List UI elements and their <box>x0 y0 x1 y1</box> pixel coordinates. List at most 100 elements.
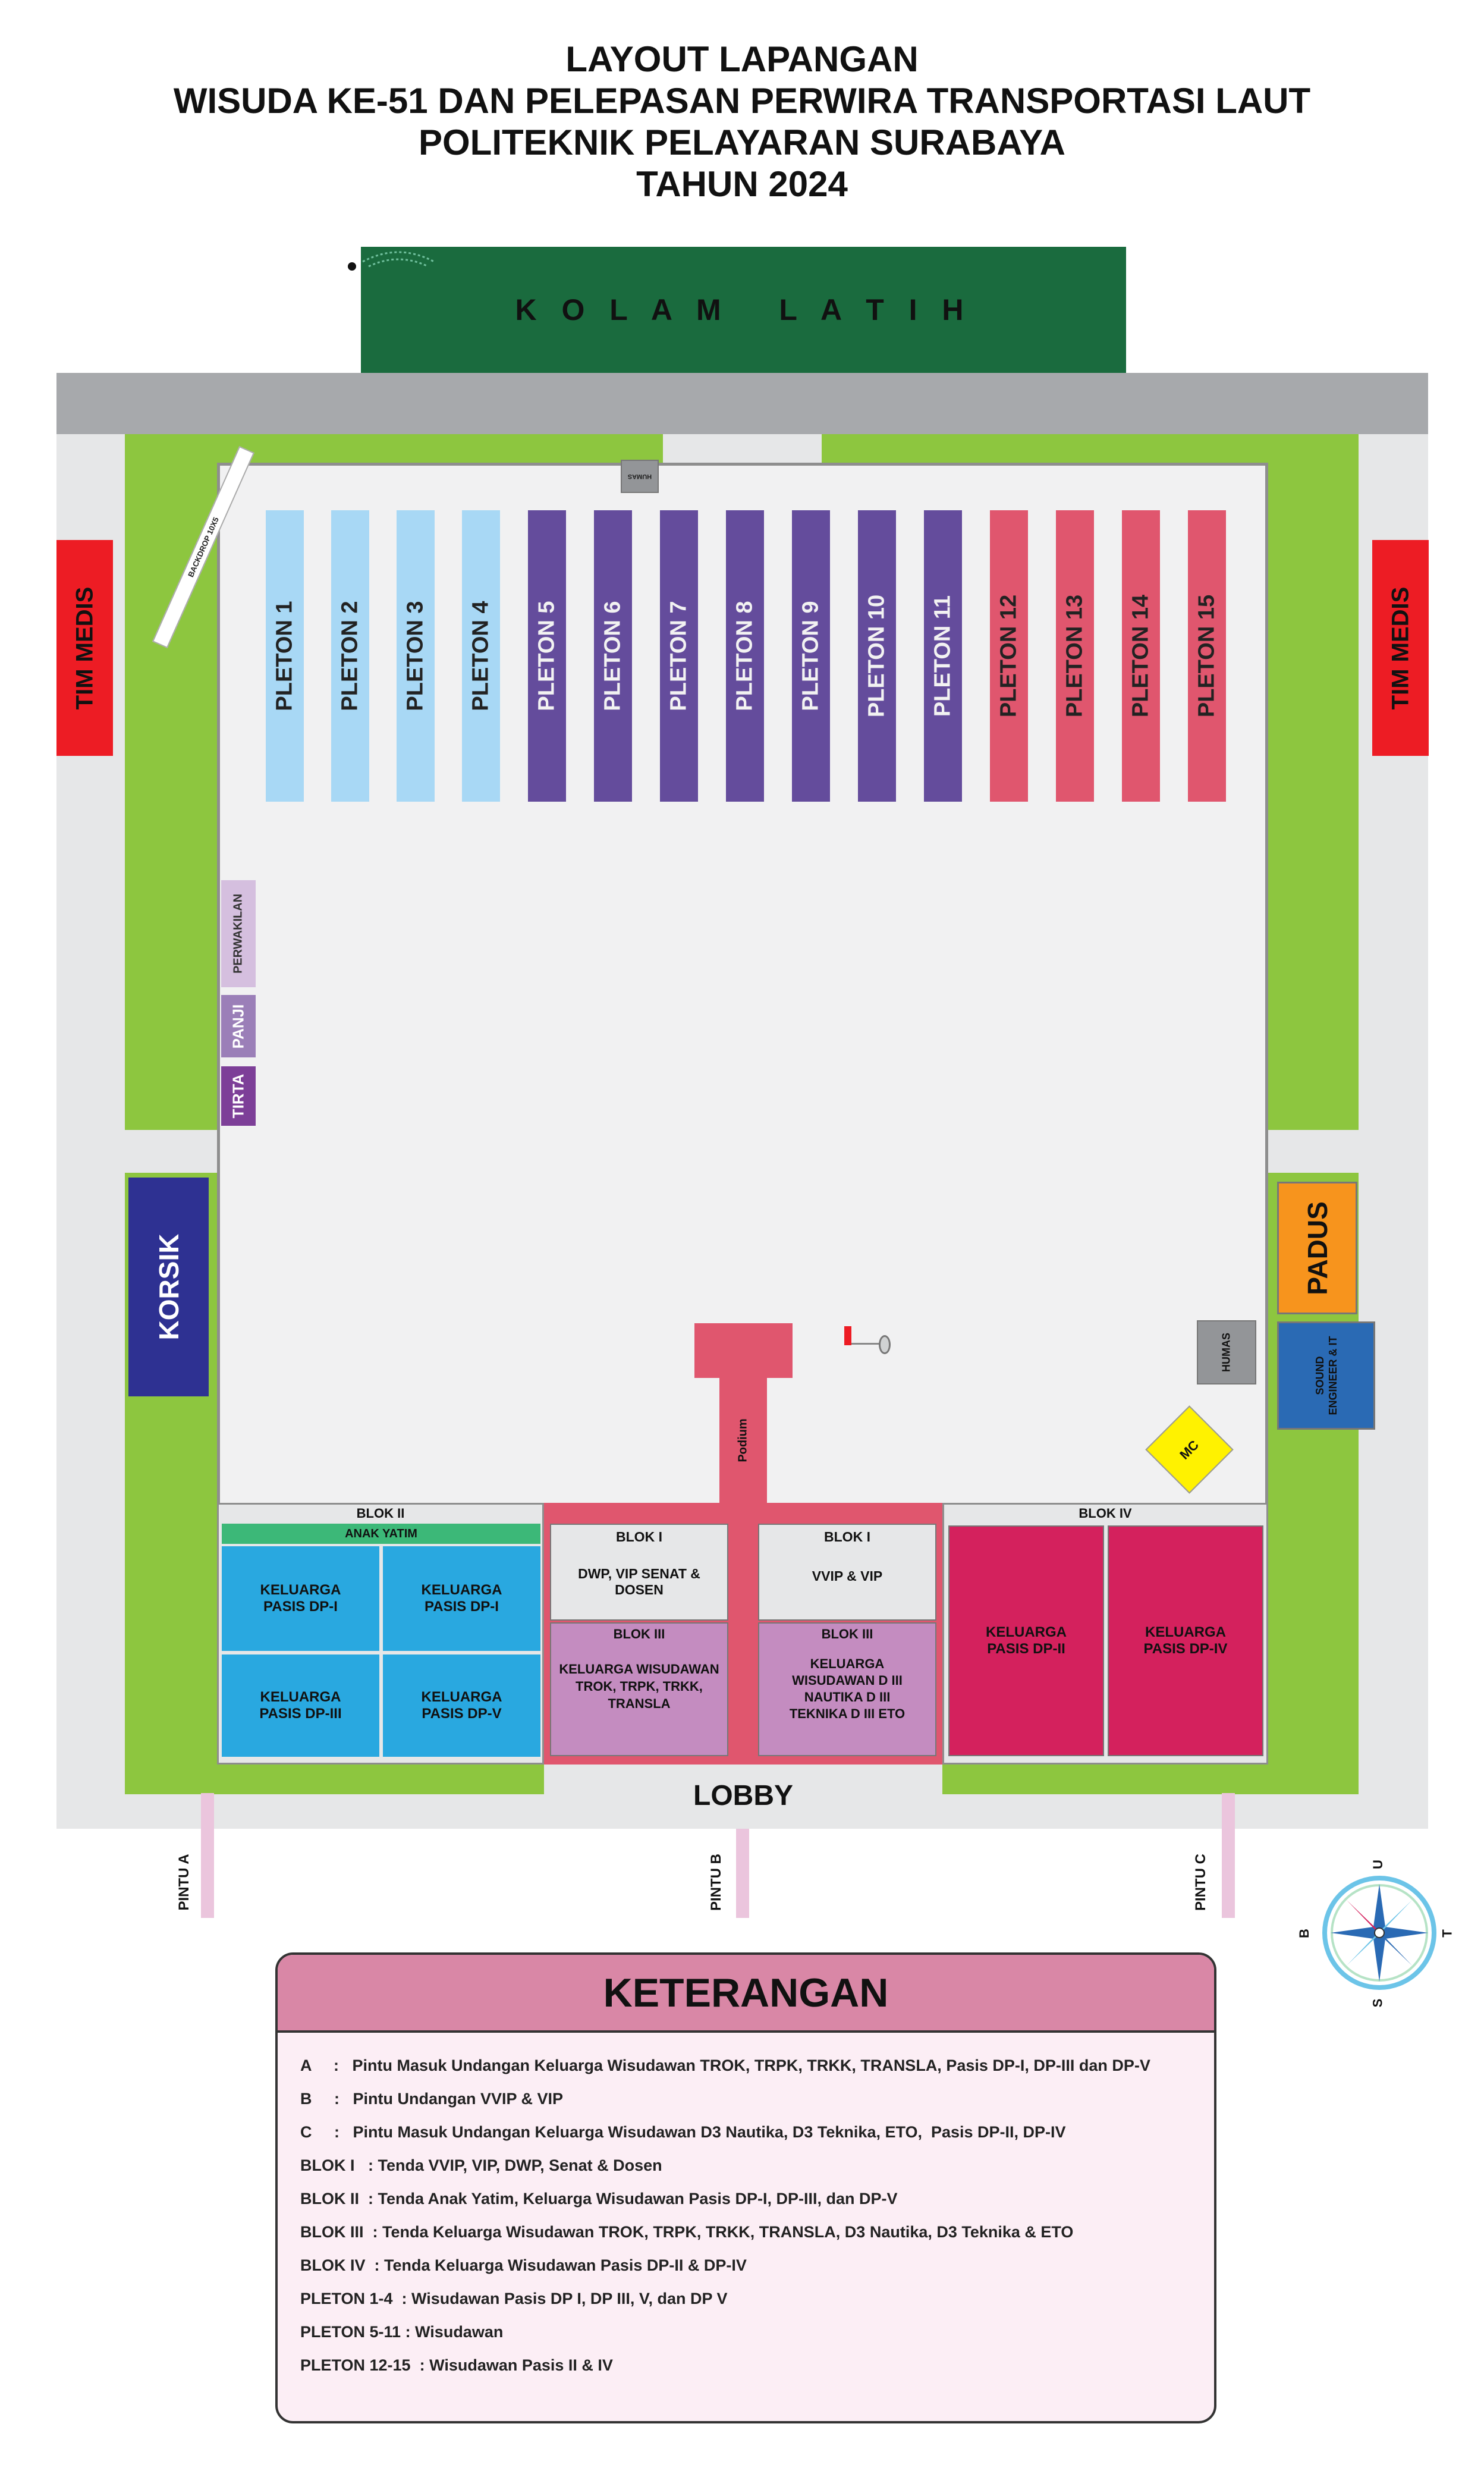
pleton-label: PLETON 7 <box>666 601 691 711</box>
compass-south: S <box>1370 1998 1385 2008</box>
blok-3-right-text: KELUARGA WISUDAWAN D III NAUTIKA D III T… <box>789 1656 906 1721</box>
compass-west: B <box>1296 1929 1312 1938</box>
tim-medis-left-label: TIM MEDIS <box>71 586 98 709</box>
sound-engineer: SOUND ENGINEER & IT <box>1277 1321 1375 1430</box>
blok-4-label: BLOK IV <box>1079 1506 1132 1521</box>
blok-1-left <box>550 1524 728 1621</box>
gate-b-path <box>736 1829 749 1918</box>
blok-4-cell: KELUARGA PASIS DP-II <box>948 1525 1104 1756</box>
pleton-13: PLETON 13 <box>1056 510 1094 802</box>
pleton-8: PLETON 8 <box>726 510 764 802</box>
pleton-label: PLETON 6 <box>600 601 625 711</box>
mc-label: MC <box>1177 1437 1202 1462</box>
pleton-label: PLETON 15 <box>1194 594 1219 718</box>
legend-item: BLOK III : Tenda Keluarga Wisudawan TROK… <box>300 2223 1074 2241</box>
humas-right: HUMAS <box>1197 1320 1256 1384</box>
blok-1-right-text: VVIP & VIP <box>812 1568 883 1584</box>
pleton-label: PLETON 9 <box>798 601 823 711</box>
blok-2-cell: KELUARGA PASIS DP-I <box>383 1546 540 1651</box>
arc-decoration-icon <box>348 251 435 271</box>
pleton-label: PLETON 5 <box>534 601 559 711</box>
speaker-icon <box>879 1335 891 1354</box>
compass-east: T <box>1439 1929 1455 1938</box>
blok-2-cell: KELUARGA PASIS DP-III <box>222 1654 379 1757</box>
pleton-5: PLETON 5 <box>528 510 566 802</box>
gate-a-path <box>201 1793 214 1918</box>
gate-b: PINTU B <box>699 1847 734 1918</box>
pleton-7: PLETON 7 <box>660 510 698 802</box>
panji: PANJI <box>221 995 256 1057</box>
tim-medis-right-label: TIM MEDIS <box>1387 586 1413 709</box>
blok-3-right-label: BLOK III <box>821 1627 873 1641</box>
pleton-4: PLETON 4 <box>462 510 500 802</box>
gate-b-label: PINTU B <box>708 1854 724 1911</box>
podium-top <box>694 1323 793 1378</box>
compass-rose-icon <box>1322 1876 1436 1990</box>
padus-label: PADUS <box>1301 1201 1333 1295</box>
podium: Podium <box>719 1378 767 1503</box>
gate-c-path <box>1222 1793 1235 1918</box>
kolam-latih: K O L A M L A T I H <box>361 247 1126 373</box>
blok-1-right-label: BLOK I <box>824 1528 870 1544</box>
legend-item: B : Pintu Undangan VVIP & VIP <box>300 2090 564 2108</box>
anak-yatim: ANAK YATIM <box>222 1524 540 1544</box>
compass-north: U <box>1370 1860 1385 1869</box>
sound-engineer-label: SOUND ENGINEER & IT <box>1313 1336 1339 1415</box>
legend-item: BLOK IV : Tenda Keluarga Wisudawan Pasis… <box>300 2256 747 2274</box>
pleton-3: PLETON 3 <box>397 510 435 802</box>
humas-top-label: HUMAS <box>627 473 652 480</box>
legend-header: KETERANGAN <box>278 1955 1214 2033</box>
blok-4-cell: KELUARGA PASIS DP-IV <box>1108 1525 1263 1756</box>
pleton-1: PLETON 1 <box>266 510 304 802</box>
legend-item: PLETON 5-11 : Wisudawan <box>300 2323 504 2341</box>
pleton-label: PLETON 13 <box>1062 594 1087 718</box>
tim-medis-left: TIM MEDIS <box>56 540 113 756</box>
lobby-area: LOBBY <box>544 1762 942 1829</box>
pleton-label: PLETON 2 <box>337 601 363 711</box>
pleton-9: PLETON 9 <box>792 510 830 802</box>
perwakilan-label: PERWAKILAN <box>231 893 245 974</box>
podium-label: Podium <box>736 1418 750 1462</box>
blok-3-left-text: KELUARGA WISUDAWAN TROK, TRPK, TRKK, TRA… <box>559 1661 719 1711</box>
tim-medis-right: TIM MEDIS <box>1372 540 1429 756</box>
pleton-11: PLETON 11 <box>924 510 962 802</box>
legend-item: BLOK II : Tenda Anak Yatim, Keluarga Wis… <box>300 2190 898 2208</box>
pleton-label: PLETON 8 <box>732 601 757 711</box>
flag-icon <box>844 1326 851 1345</box>
pleton-12: PLETON 12 <box>990 510 1028 802</box>
gate-c-label: PINTU C <box>1193 1854 1209 1911</box>
pleton-15: PLETON 15 <box>1188 510 1226 802</box>
korsik: KORSIK <box>128 1178 209 1396</box>
pleton-label: PLETON 11 <box>930 595 955 717</box>
title-line-3: POLITEKNIK PELAYARAN SURABAYA <box>418 123 1066 162</box>
padus: PADUS <box>1277 1182 1357 1314</box>
blok-2-cell: KELUARGA PASIS DP-I <box>222 1546 379 1651</box>
title-line-1: LAYOUT LAPANGAN <box>565 39 919 79</box>
blok-1-left-text: DWP, VIP SENAT & DOSEN <box>578 1566 700 1597</box>
pleton-2: PLETON 2 <box>331 510 369 802</box>
panji-label: PANJI <box>229 1004 247 1048</box>
legend-item: PLETON 12-15 : Wisudawan Pasis II & IV <box>300 2356 613 2374</box>
gate-a: PINTU A <box>166 1847 202 1918</box>
gap-top <box>663 434 822 464</box>
legend-item: A : Pintu Masuk Undangan Keluarga Wisuda… <box>300 2057 1150 2074</box>
humas-right-label: HUMAS <box>1220 1333 1233 1372</box>
tirta-label: TIRTA <box>229 1073 247 1119</box>
title-line-4: TAHUN 2024 <box>636 164 848 204</box>
line-icon <box>851 1343 881 1345</box>
legend-item: C : Pintu Masuk Undangan Keluarga Wisuda… <box>300 2123 1066 2141</box>
lobby-label: LOBBY <box>693 1779 793 1811</box>
legend-item: BLOK I : Tenda VVIP, VIP, DWP, Senat & D… <box>300 2156 662 2174</box>
road <box>56 373 1428 434</box>
gate-c: PINTU C <box>1183 1847 1219 1918</box>
blok-2-cell: KELUARGA PASIS DP-V <box>383 1654 540 1757</box>
korsik-label: KORSIK <box>153 1233 184 1340</box>
pleton-label: PLETON 1 <box>272 601 297 711</box>
blok-3-right <box>758 1622 936 1756</box>
title-line-2: WISUDA KE-51 DAN PELEPASAN PERWIRA TRANS… <box>173 81 1311 121</box>
gate-a-label: PINTU A <box>176 1854 192 1911</box>
pleton-14: PLETON 14 <box>1122 510 1160 802</box>
blok-3-left-label: BLOK III <box>613 1627 665 1641</box>
humas-top: HUMAS <box>621 460 659 493</box>
pleton-label: PLETON 14 <box>1128 594 1153 718</box>
